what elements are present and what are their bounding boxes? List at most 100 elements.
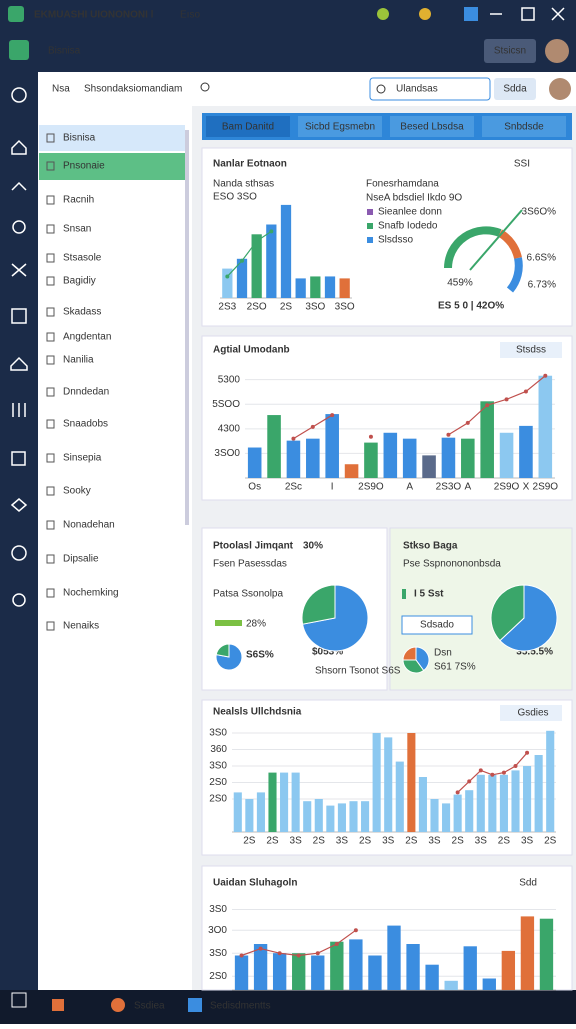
x-tick-label: 3S xyxy=(290,836,303,847)
bar xyxy=(268,772,277,832)
item-icon xyxy=(46,195,55,205)
bar xyxy=(520,916,535,990)
tab[interactable] xyxy=(482,116,566,137)
toolbar-button[interactable] xyxy=(494,78,536,100)
trend-point xyxy=(330,413,335,418)
label: ES 5 0 | 42O% xyxy=(438,301,504,312)
trend-point xyxy=(368,434,373,439)
pie-slice xyxy=(402,646,417,661)
label: Bam Danitd xyxy=(222,122,274,133)
tab[interactable] xyxy=(390,116,474,137)
x-tick-label: 3S xyxy=(428,836,441,847)
label: Sooky xyxy=(63,486,91,497)
label: Dipsalie xyxy=(63,554,99,565)
label: Angdentan xyxy=(63,332,111,343)
label: Nonadehan xyxy=(63,520,115,531)
label: SSI xyxy=(514,159,530,170)
label: 459% xyxy=(447,278,473,289)
x-tick-label: 3S xyxy=(382,836,395,847)
label: Ulandsas xyxy=(396,84,438,95)
item-icon xyxy=(46,554,55,564)
bar xyxy=(344,464,359,478)
label: 28% xyxy=(246,619,266,630)
trend-point xyxy=(296,953,301,958)
bar xyxy=(234,955,249,990)
y-tick-label: 3S0 xyxy=(209,904,227,915)
pie-slice xyxy=(490,584,525,642)
header-button[interactable] xyxy=(484,39,536,63)
bar xyxy=(482,978,496,990)
label: Uaidan Sluhagoln xyxy=(213,878,297,889)
label: Skadass xyxy=(63,307,101,318)
item-icon xyxy=(46,621,55,631)
bar xyxy=(311,955,325,990)
pie-slice xyxy=(499,584,558,652)
label: EKMUASHI UIONONONI ǀ xyxy=(34,10,153,21)
bar xyxy=(539,918,554,990)
avatar[interactable] xyxy=(545,39,569,63)
x-tick-label: 3S xyxy=(521,836,534,847)
label: 6.73% xyxy=(528,280,556,291)
bar xyxy=(310,276,321,298)
legend-swatch xyxy=(367,223,373,229)
label: Slsdsso xyxy=(378,235,413,246)
start-icon[interactable] xyxy=(52,999,64,1011)
status-icon[interactable] xyxy=(419,8,431,20)
app-icon[interactable] xyxy=(111,998,125,1012)
bar xyxy=(306,438,320,478)
label: Fsen Pasessdas xyxy=(213,559,287,570)
bar xyxy=(222,268,233,298)
trend-point xyxy=(353,928,358,933)
card-button[interactable] xyxy=(401,615,473,635)
taskbar-icon[interactable] xyxy=(11,992,27,1008)
bar xyxy=(280,772,289,832)
item-icon xyxy=(46,355,55,365)
bar xyxy=(523,766,532,832)
x-tick-label: A xyxy=(464,482,471,493)
x-tick-label: 3SO xyxy=(335,302,355,313)
pin-icon[interactable] xyxy=(464,7,478,21)
trend-point xyxy=(258,946,263,951)
bar xyxy=(425,964,439,990)
bar xyxy=(372,733,381,832)
x-tick-label: 2S3 xyxy=(218,302,236,313)
y-tick-label: 5300 xyxy=(218,374,241,385)
search-box[interactable] xyxy=(369,77,491,101)
bar xyxy=(384,737,393,832)
y-tick-label: 5SOO xyxy=(212,399,240,410)
bar xyxy=(383,432,398,478)
trend-point xyxy=(490,772,495,777)
trend-point xyxy=(501,770,506,775)
card-button[interactable] xyxy=(500,342,562,358)
tab[interactable] xyxy=(298,116,382,137)
trend-point xyxy=(254,239,259,244)
trend-point xyxy=(455,790,460,795)
status-icon[interactable] xyxy=(377,8,389,20)
card-button[interactable] xyxy=(500,705,562,721)
item-icon xyxy=(46,276,55,286)
y-tick-label: 360 xyxy=(210,744,227,755)
label: Nanda sthsas xyxy=(213,179,274,190)
trend-point xyxy=(315,951,320,956)
trend-point xyxy=(525,750,530,755)
bar xyxy=(325,414,339,478)
gauge-arc xyxy=(444,226,502,269)
bar xyxy=(349,801,358,832)
bar xyxy=(251,234,262,298)
search-icon[interactable] xyxy=(200,82,210,92)
y-tick-label: 2S0 xyxy=(209,971,227,982)
window-controls[interactable] xyxy=(490,7,565,21)
rail-icons[interactable] xyxy=(10,87,28,607)
avatar[interactable] xyxy=(549,78,571,100)
tab[interactable] xyxy=(206,116,290,137)
search-icon xyxy=(376,84,386,94)
bar xyxy=(295,278,306,298)
label: ESO 3SO xyxy=(213,192,257,203)
label: Stsdss xyxy=(516,345,546,356)
bar xyxy=(538,375,553,478)
app-icon[interactable] xyxy=(188,998,202,1012)
label: Nenaiks xyxy=(63,621,99,632)
label: Racnih xyxy=(63,195,94,206)
x-tick-label: A xyxy=(406,482,413,493)
label: Dsn xyxy=(434,648,452,659)
